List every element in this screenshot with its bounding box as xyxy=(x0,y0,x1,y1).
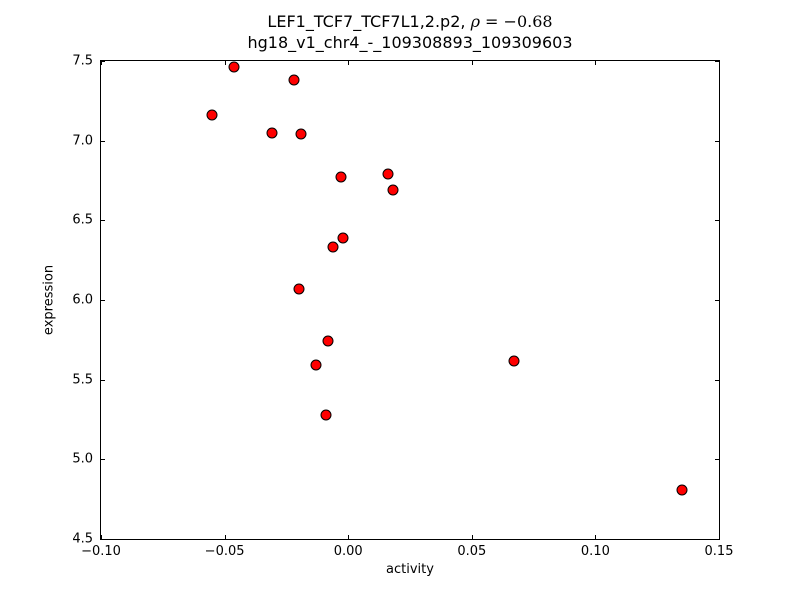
y-tick-label: 7.5 xyxy=(72,53,93,69)
y-tick-mark xyxy=(101,220,105,222)
data-point xyxy=(335,171,347,183)
data-point xyxy=(382,168,394,180)
data-point xyxy=(295,128,307,140)
chart-subtitle: hg18_v1_chr4_-_109308893_109309603 xyxy=(247,33,573,52)
data-point xyxy=(676,484,688,496)
x-tick-label: −0.10 xyxy=(81,544,121,559)
data-point xyxy=(508,355,520,367)
data-point xyxy=(327,241,339,253)
x-tick-mark xyxy=(719,535,720,539)
y-tick-mark xyxy=(101,379,105,381)
x-tick-mark xyxy=(348,535,350,539)
y-tick-label: 4.5 xyxy=(72,531,93,547)
x-tick-mark xyxy=(348,61,350,65)
x-tick-mark xyxy=(719,61,720,65)
x-axis-label: activity xyxy=(386,562,434,577)
x-tick-mark xyxy=(471,535,473,539)
data-point xyxy=(337,232,349,244)
chart-title-block: LEF1_TCF7_TCF7L1,2.p2, ρ = −0.68 hg18_v1… xyxy=(100,11,720,53)
y-tick-mark xyxy=(715,459,719,461)
y-tick-label: 6.5 xyxy=(72,212,93,228)
data-point xyxy=(387,184,399,196)
y-tick-label: 6.0 xyxy=(72,292,93,308)
x-tick-label: −0.05 xyxy=(204,544,245,559)
y-tick-label: 5.0 xyxy=(72,451,93,467)
x-tick-label: 0.10 xyxy=(580,544,610,559)
data-point xyxy=(293,283,305,295)
y-tick-mark xyxy=(715,140,719,142)
data-point xyxy=(288,74,300,86)
data-point xyxy=(266,127,278,139)
x-tick-mark xyxy=(101,535,102,539)
x-tick-label: 0.00 xyxy=(333,544,363,559)
y-tick-mark xyxy=(715,300,719,301)
y-tick-label: 5.5 xyxy=(72,372,93,388)
data-point xyxy=(310,359,322,371)
rho-symbol: ρ xyxy=(470,12,480,31)
y-tick-mark xyxy=(715,379,719,381)
plot-area: −0.10 −0.05 0.00 0.05 0.10 0.15 4.5 5.0 5.5 6.0 6.… xyxy=(72,54,733,560)
x-tick-mark xyxy=(595,535,597,539)
x-tick-mark xyxy=(224,535,226,539)
data-point xyxy=(206,109,218,121)
y-tick-mark xyxy=(715,539,719,540)
y-axis-label: expression xyxy=(41,264,57,336)
chart-title-prefix: LEF1_TCF7_TCF7L1,2.p2, xyxy=(267,12,471,31)
x-tick-label: 0.15 xyxy=(704,544,734,559)
y-tick-mark xyxy=(715,220,719,222)
y-tick-mark xyxy=(101,140,105,142)
x-tick-mark xyxy=(595,61,597,65)
data-point xyxy=(322,335,334,347)
data-point xyxy=(320,409,332,421)
y-tick-mark xyxy=(715,61,719,62)
y-tick-mark xyxy=(101,539,105,540)
x-tick-mark xyxy=(101,61,102,65)
x-tick-mark xyxy=(471,61,473,65)
data-point xyxy=(228,61,240,73)
chart-title: LEF1_TCF7_TCF7L1,2.p2, ρ = −0.68 xyxy=(100,11,720,32)
rho-value: = −0.68 xyxy=(479,12,553,31)
y-tick-mark xyxy=(101,300,105,301)
y-tick-label: 7.0 xyxy=(72,133,93,149)
x-tick-mark xyxy=(224,61,226,65)
x-tick-label: 0.05 xyxy=(457,544,487,559)
y-tick-mark xyxy=(101,61,105,62)
y-tick-mark xyxy=(101,459,105,461)
